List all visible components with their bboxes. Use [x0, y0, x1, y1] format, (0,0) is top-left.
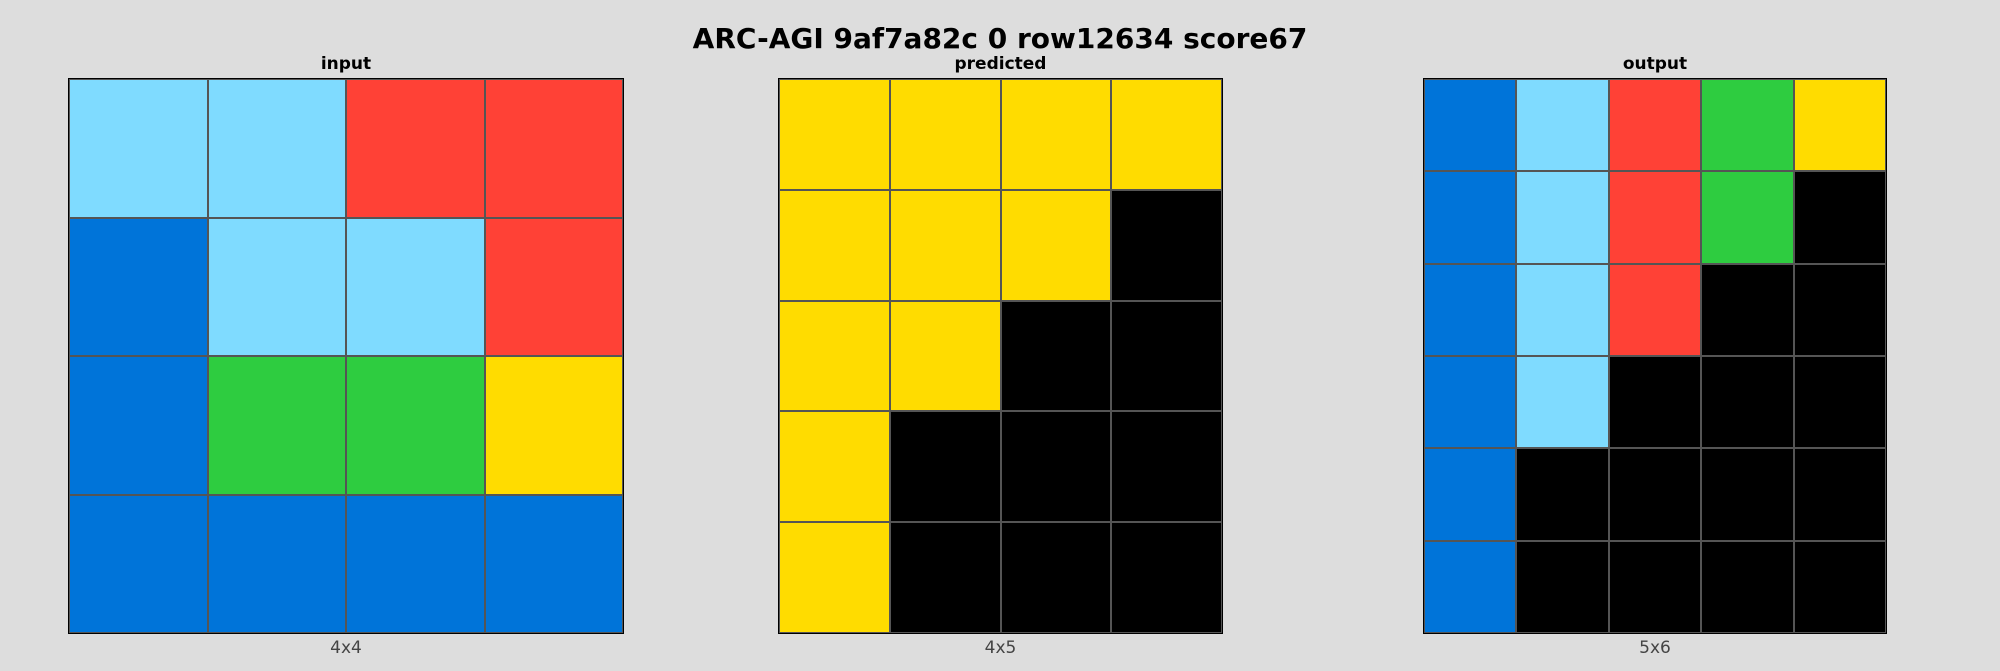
input-cell-r2-c2: [346, 356, 485, 495]
predicted-cell-r1-c2: [1000, 189, 1112, 301]
output-cell-r0-c0: [1424, 79, 1517, 172]
predicted-cell-r2-c2: [1000, 300, 1112, 412]
predicted-cell-r4-c3: [1111, 522, 1222, 633]
predicted-cell-r2-c1: [889, 300, 1001, 412]
output-cell-r4-c1: [1516, 448, 1609, 541]
input-cell-r3-c0: [69, 494, 208, 633]
predicted-cell-r3-c3: [1111, 411, 1222, 523]
output-cell-r5-c0: [1424, 540, 1517, 633]
predicted-cell-r0-c1: [889, 79, 1001, 190]
predicted-cell-r1-c3: [1111, 189, 1222, 301]
input-cell-r3-c3: [484, 494, 623, 633]
input-cell-r3-c2: [346, 494, 485, 633]
output-cell-r1-c2: [1608, 171, 1702, 264]
output-panel-label: output: [1622, 54, 1688, 74]
output-cell-r4-c4: [1793, 448, 1886, 541]
input-grid: [68, 78, 624, 634]
output-cell-r4-c0: [1424, 448, 1517, 541]
input-panel-label: input: [320, 54, 372, 74]
output-cell-r5-c4: [1793, 540, 1886, 633]
input-cell-r2-c1: [207, 356, 346, 495]
predicted-cell-r1-c0: [779, 189, 890, 301]
output-cell-r5-c2: [1608, 540, 1702, 633]
input-cell-r0-c1: [207, 79, 346, 218]
input-cell-r1-c3: [484, 217, 623, 356]
predicted-cell-r3-c1: [889, 411, 1001, 523]
output-cell-r3-c0: [1424, 356, 1517, 449]
output-size-label: 5x6: [1639, 638, 1671, 658]
input-cell-r0-c0: [69, 79, 208, 218]
output-cell-r2-c3: [1701, 263, 1794, 356]
input-cell-r1-c1: [207, 217, 346, 356]
predicted-cell-r4-c1: [889, 522, 1001, 633]
output-cell-r2-c4: [1793, 263, 1886, 356]
predicted-cell-r0-c0: [779, 79, 890, 190]
input-cell-r0-c3: [484, 79, 623, 218]
output-cell-r4-c3: [1701, 448, 1794, 541]
output-cell-r2-c0: [1424, 263, 1517, 356]
predicted-panel: predicted 4x5: [778, 50, 1223, 665]
output-cell-r1-c1: [1516, 171, 1609, 264]
predicted-cell-r0-c2: [1000, 79, 1112, 190]
output-cell-r3-c3: [1701, 356, 1794, 449]
output-cell-r3-c4: [1793, 356, 1886, 449]
predicted-cell-r3-c2: [1000, 411, 1112, 523]
output-cell-r0-c2: [1608, 79, 1702, 172]
output-cell-r2-c1: [1516, 263, 1609, 356]
output-cell-r0-c3: [1701, 79, 1794, 172]
input-cell-r3-c1: [207, 494, 346, 633]
output-grid: [1423, 78, 1887, 634]
predicted-cell-r4-c0: [779, 522, 890, 633]
predicted-cell-r0-c3: [1111, 79, 1222, 190]
output-panel: output 5x6: [1423, 50, 1887, 665]
input-size-label: 4x4: [330, 638, 362, 658]
output-cell-r3-c1: [1516, 356, 1609, 449]
input-cell-r1-c2: [346, 217, 485, 356]
output-cell-r5-c1: [1516, 540, 1609, 633]
predicted-cell-r3-c0: [779, 411, 890, 523]
predicted-cell-r1-c1: [889, 189, 1001, 301]
output-cell-r4-c2: [1608, 448, 1702, 541]
output-cell-r1-c4: [1793, 171, 1886, 264]
input-cell-r1-c0: [69, 217, 208, 356]
output-cell-r3-c2: [1608, 356, 1702, 449]
predicted-cell-r4-c2: [1000, 522, 1112, 633]
input-cell-r0-c2: [346, 79, 485, 218]
output-cell-r2-c2: [1608, 263, 1702, 356]
predicted-panel-label: predicted: [954, 54, 1047, 74]
predicted-size-label: 4x5: [984, 638, 1017, 658]
input-cell-r2-c0: [69, 356, 208, 495]
output-cell-r1-c0: [1424, 171, 1517, 264]
predicted-cell-r2-c3: [1111, 300, 1222, 412]
predicted-grid: [778, 78, 1223, 634]
input-cell-r2-c3: [484, 356, 623, 495]
predicted-cell-r2-c0: [779, 300, 890, 412]
output-cell-r0-c4: [1793, 79, 1886, 172]
input-panel: input 4x4: [68, 50, 624, 665]
output-cell-r5-c3: [1701, 540, 1794, 633]
figure-title: ARC-AGI 9af7a82c 0 row12634 score67: [692, 22, 1308, 55]
output-cell-r0-c1: [1516, 79, 1609, 172]
output-cell-r1-c3: [1701, 171, 1794, 264]
